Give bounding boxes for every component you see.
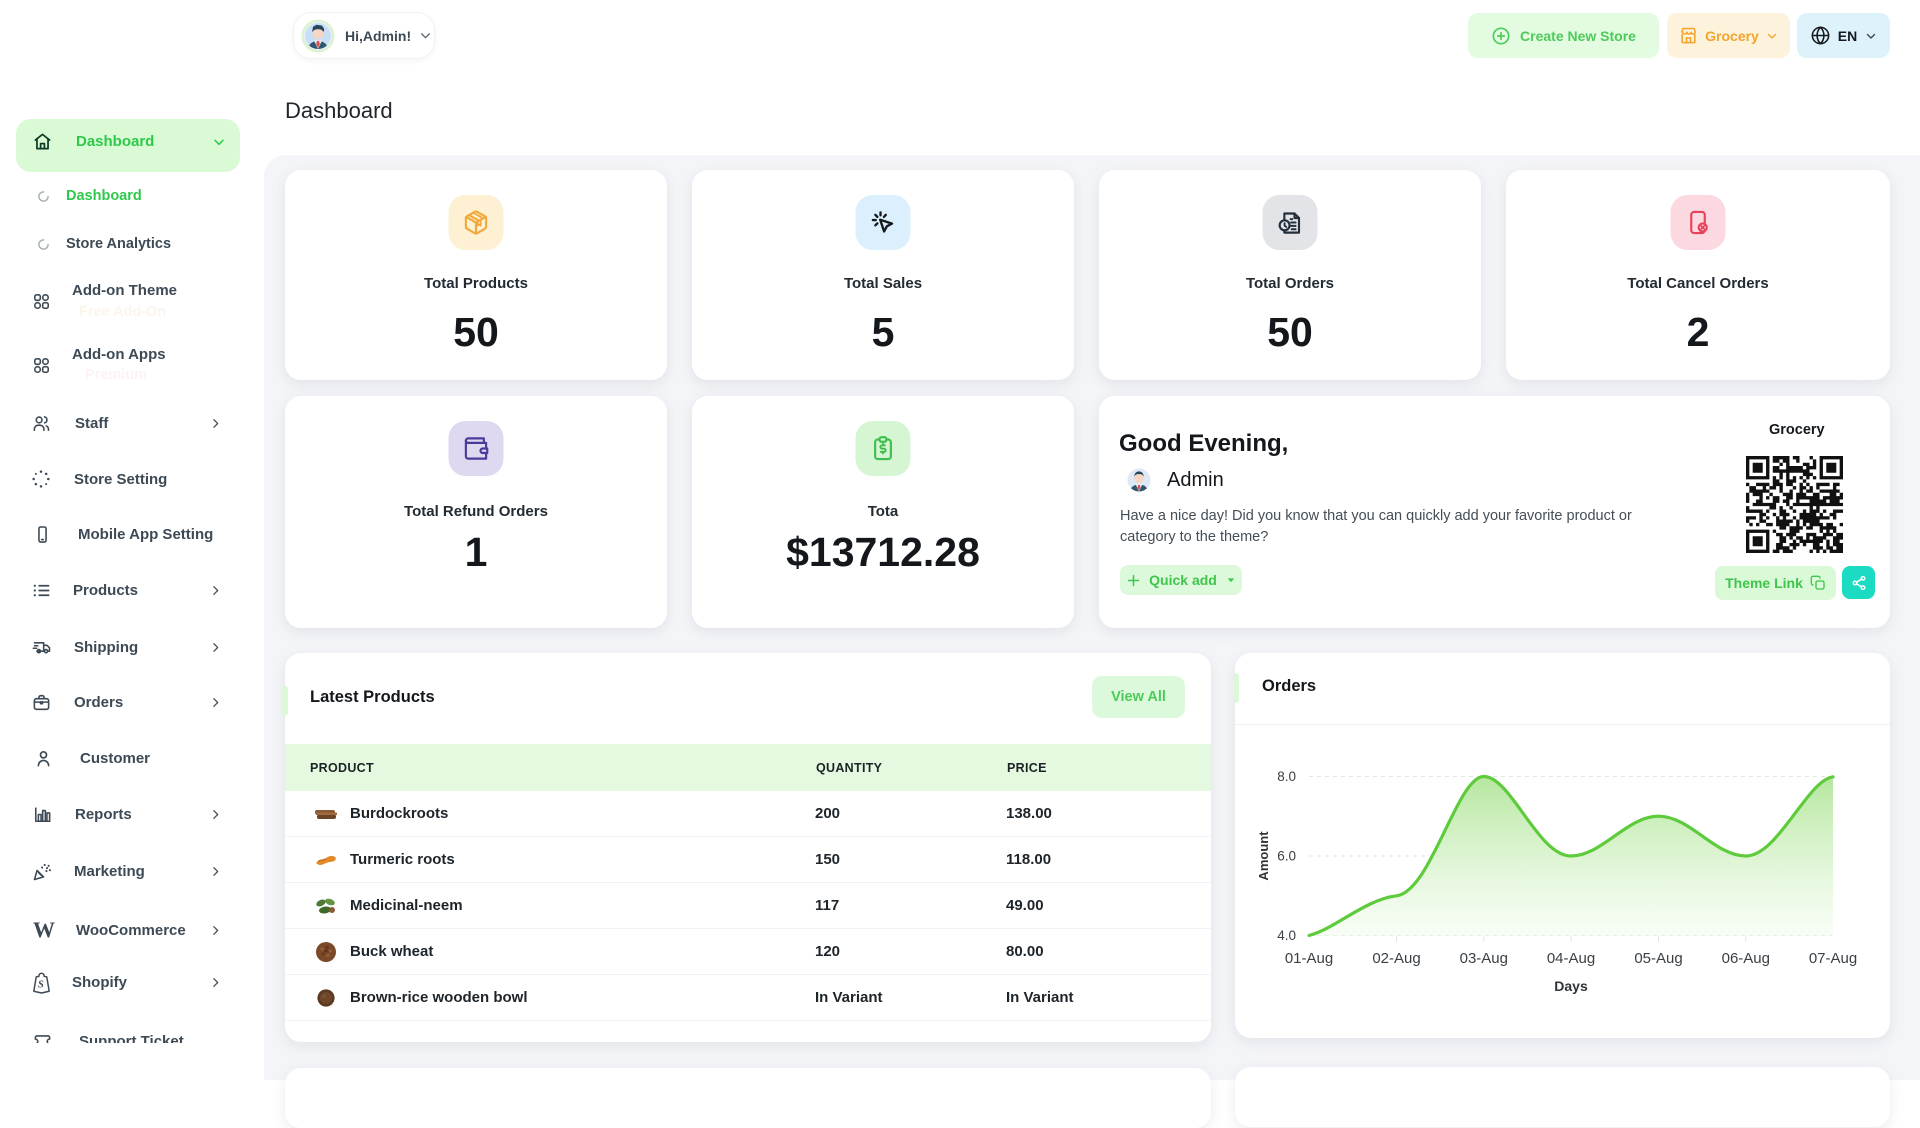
svg-text:Days: Days xyxy=(1554,978,1588,994)
svg-text:8.0: 8.0 xyxy=(1277,769,1296,784)
svg-text:05-Aug: 05-Aug xyxy=(1634,950,1682,967)
svg-text:06-Aug: 06-Aug xyxy=(1722,950,1770,967)
svg-text:02-Aug: 02-Aug xyxy=(1372,950,1420,967)
svg-text:S: S xyxy=(38,979,44,990)
svg-text:Amount: Amount xyxy=(1256,831,1271,881)
svg-text:03-Aug: 03-Aug xyxy=(1460,950,1508,967)
svg-text:07-Aug: 07-Aug xyxy=(1809,950,1857,967)
svg-text:6.0: 6.0 xyxy=(1277,849,1296,864)
svg-text:4.0: 4.0 xyxy=(1277,928,1296,943)
svg-text:01-Aug: 01-Aug xyxy=(1285,950,1333,967)
svg-text:04-Aug: 04-Aug xyxy=(1547,950,1595,967)
